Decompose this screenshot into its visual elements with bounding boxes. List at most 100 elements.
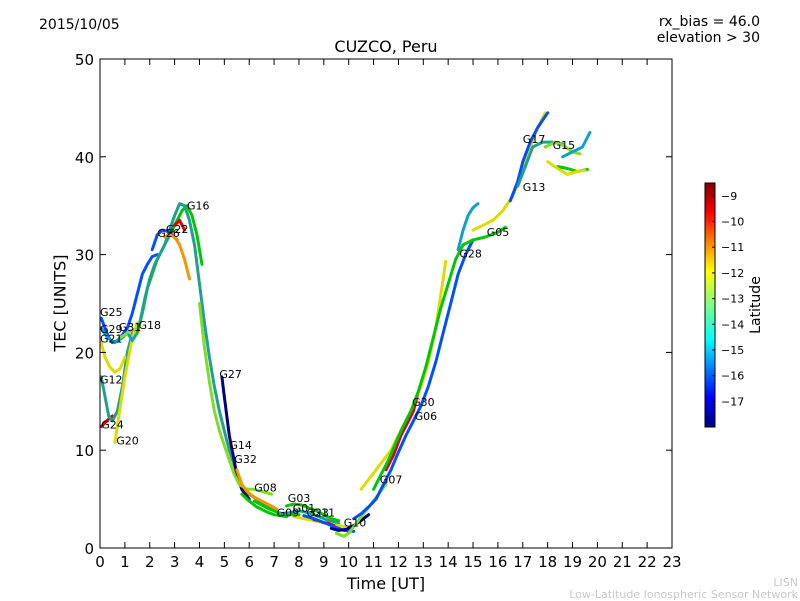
satellite-label-g11: G11 xyxy=(313,507,336,520)
colorbar-tick-label: −12 xyxy=(721,267,744,280)
y-axis-ticks: 0 10 20 30 40 50 xyxy=(75,51,672,558)
satellite-label-g18: G18 xyxy=(139,319,162,332)
satellite-label-g25: G25 xyxy=(100,306,123,319)
x-tick-label: 9 xyxy=(319,553,329,571)
colorbar-tick-label: −9 xyxy=(721,190,737,203)
y-tick-label: 50 xyxy=(75,51,94,69)
date-label: 2015/10/05 xyxy=(39,17,120,33)
satellite-label-g07: G07 xyxy=(380,474,403,487)
satellite-label-g13: G13 xyxy=(523,181,546,194)
series-g13 xyxy=(456,202,480,252)
satellite-label-g06: G06 xyxy=(415,410,438,423)
colorbar xyxy=(704,182,716,428)
x-axis-ticks: 0 1 2 3 4 5 6 7 8 9 10 11 12 13 14 15 16 17 18 19 20 21 22 23 xyxy=(95,59,682,571)
satellite-label-g22: G22 xyxy=(166,223,189,236)
series-g22b xyxy=(173,218,187,232)
x-tick-label: 2 xyxy=(145,553,155,571)
satellite-label-g17: G17 xyxy=(523,133,546,146)
y-tick-label: 40 xyxy=(75,149,94,167)
colorbar-tick-label: −17 xyxy=(721,395,744,408)
satellite-label-g26: G26 xyxy=(157,227,180,240)
plot-settings: rx_bias = 46.0 elevation > 30 xyxy=(657,14,760,46)
satellite-label-g21: G21 xyxy=(100,333,123,346)
colorbar-ticks: −9 −10 −11 −12 −13 −14 −15 −16 −17 xyxy=(712,190,744,408)
x-tick-label: 22 xyxy=(638,553,657,571)
x-tick-label: 7 xyxy=(269,553,279,571)
colorbar-tick-label: −14 xyxy=(721,318,744,331)
series-g30 xyxy=(384,394,419,472)
satellite-label-g31: G31 xyxy=(119,321,142,334)
satellite-label-g28: G28 xyxy=(459,248,482,261)
colorbar-tick-label: −11 xyxy=(721,241,744,254)
series-g14 xyxy=(198,302,274,496)
satellite-label-g20: G20 xyxy=(116,434,139,447)
y-tick-label: 10 xyxy=(75,442,94,460)
x-tick-label: 0 xyxy=(95,553,105,571)
series-g05 xyxy=(471,111,547,232)
x-tick-label: 12 xyxy=(389,553,408,571)
footer-network-name: Low-Latitude Ionospheric Sensor Network xyxy=(569,588,798,601)
series-g32 xyxy=(235,468,279,511)
satellite-label-g01: G01 xyxy=(293,502,316,515)
chart-title: CUZCO, Peru xyxy=(334,37,438,56)
rx-bias-label: rx_bias = 46.0 xyxy=(658,14,760,30)
plot-frame xyxy=(99,58,673,549)
series-g32b xyxy=(240,492,288,519)
series-g03 xyxy=(285,502,341,523)
series-g22 xyxy=(163,233,191,281)
series-g06 xyxy=(352,238,475,521)
satellite-label-g08: G08 xyxy=(254,481,277,494)
y-tick-label: 20 xyxy=(75,344,94,362)
footer-network-abbrev: LISN xyxy=(773,576,798,589)
series-g31 xyxy=(118,328,137,340)
x-tick-label: 10 xyxy=(339,553,358,571)
series-g15d xyxy=(546,160,587,176)
series-g12 xyxy=(99,331,134,423)
colorbar-tick-label: −16 xyxy=(721,370,744,383)
satellite-label-g14: G14 xyxy=(229,439,252,452)
series-g20 xyxy=(113,321,139,444)
x-tick-label: 3 xyxy=(170,553,180,571)
x-axis-label: Time [UT] xyxy=(346,574,426,593)
satellite-label-g32: G32 xyxy=(234,453,257,466)
x-tick-label: 11 xyxy=(364,553,383,571)
series-g08 xyxy=(252,499,301,517)
series-g17 xyxy=(508,111,550,203)
y-tick-label: 30 xyxy=(75,247,94,265)
satellite-label-g03: G03 xyxy=(288,492,311,505)
series-g28 xyxy=(372,225,507,491)
series-g21 xyxy=(99,341,127,374)
x-tick-label: 18 xyxy=(538,553,557,571)
satellite-label-g12: G12 xyxy=(100,374,123,387)
satellite-label-g16: G16 xyxy=(187,200,210,213)
x-tick-label: 6 xyxy=(244,553,254,571)
x-tick-label: 13 xyxy=(414,553,433,571)
satellite-label-g30: G30 xyxy=(412,396,435,409)
x-tick-label: 14 xyxy=(439,553,458,571)
x-tick-label: 20 xyxy=(588,553,607,571)
x-tick-label: 16 xyxy=(488,553,507,571)
x-tick-label: 8 xyxy=(294,553,304,571)
x-tick-label: 17 xyxy=(513,553,532,571)
colorbar-tick-label: −10 xyxy=(721,216,744,229)
satellite-label-g09: G09 xyxy=(277,507,300,520)
x-tick-label: 1 xyxy=(120,553,130,571)
x-tick-label: 23 xyxy=(662,553,681,571)
colorbar-tick-label: −15 xyxy=(721,344,744,357)
x-tick-label: 4 xyxy=(195,553,205,571)
x-tick-label: 21 xyxy=(613,553,632,571)
satellite-label-g10: G10 xyxy=(344,517,367,530)
x-tick-label: 5 xyxy=(220,553,230,571)
satellite-labels: G25G29G31G18G21G12G24G20G16G26G22G27G14G… xyxy=(100,133,575,529)
series-g10 xyxy=(329,513,371,532)
satellite-label-g15: G15 xyxy=(553,139,576,152)
x-tick-label: 15 xyxy=(463,553,482,571)
series-g15c xyxy=(561,130,592,159)
y-tick-label: 0 xyxy=(84,540,94,558)
satellite-label-g27: G27 xyxy=(219,368,242,381)
satellite-label-g29: G29 xyxy=(100,323,123,336)
satellite-label-g24: G24 xyxy=(101,419,124,432)
elevation-label: elevation > 30 xyxy=(656,30,760,46)
series-layer xyxy=(99,111,592,538)
series-g09 xyxy=(277,509,341,525)
